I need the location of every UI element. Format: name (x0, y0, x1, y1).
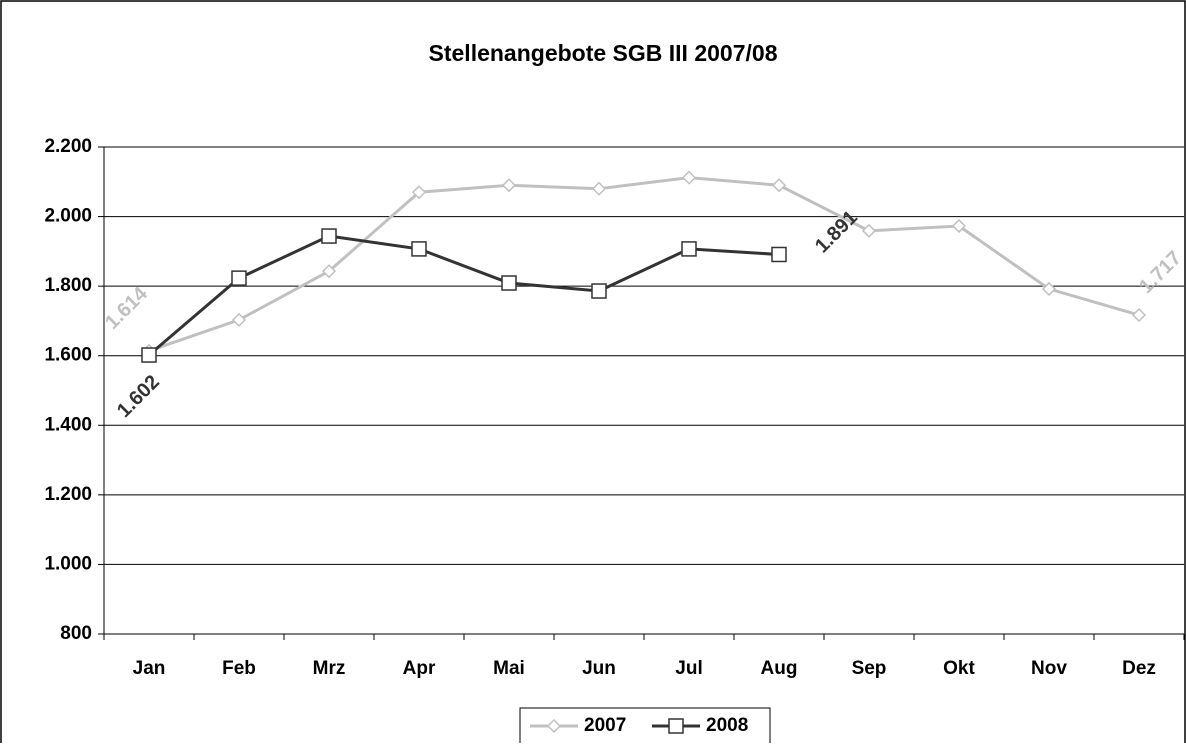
y-tick-label: 1.000 (44, 553, 92, 574)
data-point (321, 264, 337, 279)
data-point (681, 241, 697, 257)
y-tick-label: 1.600 (44, 345, 92, 366)
x-tick-label: Feb (222, 658, 256, 679)
data-point (501, 178, 517, 193)
x-tick-label: Mrz (313, 658, 346, 679)
x-tick-label: Jul (675, 658, 702, 679)
x-tick-label: Apr (403, 658, 436, 679)
x-tick-label: Jan (133, 658, 166, 679)
y-tick-label: 2.000 (44, 206, 92, 227)
x-tick-label: Mai (493, 658, 525, 679)
x-tick-label: Dez (1122, 658, 1156, 679)
x-tick-label: Sep (852, 658, 887, 679)
data-point (861, 223, 877, 238)
y-tick-label: 1.400 (44, 414, 92, 435)
legend-marker (546, 718, 562, 734)
x-tick-label: Jun (582, 658, 616, 679)
y-tick-label: 1.200 (44, 484, 92, 505)
legend-marker (668, 718, 684, 734)
data-point (411, 241, 427, 257)
data-point (321, 228, 337, 244)
y-tick-label: 1.800 (44, 275, 92, 296)
series-line (148, 234, 780, 357)
data-point (771, 246, 787, 263)
data-point (591, 181, 607, 196)
series-line (148, 176, 1140, 353)
y-tick-label: 2.200 (44, 136, 92, 157)
data-point (951, 218, 967, 234)
legend-label: 2008 (706, 715, 748, 736)
data-point (501, 275, 517, 291)
data-point (1131, 307, 1147, 323)
x-tick-label: Aug (761, 658, 798, 679)
data-point (231, 312, 247, 327)
data-point (231, 270, 247, 286)
chart-title: Stellenangebote SGB III 2007/08 (429, 40, 778, 66)
x-tick-label: Nov (1031, 658, 1067, 679)
legend: 2007 2008 (519, 707, 771, 745)
y-tick-label: 800 (60, 623, 92, 644)
data-point (141, 347, 157, 363)
data-point (681, 170, 697, 185)
x-tick-label: Okt (943, 658, 975, 679)
legend-label: 2007 (584, 715, 626, 736)
data-point (771, 178, 787, 193)
data-point (411, 185, 427, 200)
data-point (1041, 281, 1057, 296)
data-point (591, 283, 607, 299)
